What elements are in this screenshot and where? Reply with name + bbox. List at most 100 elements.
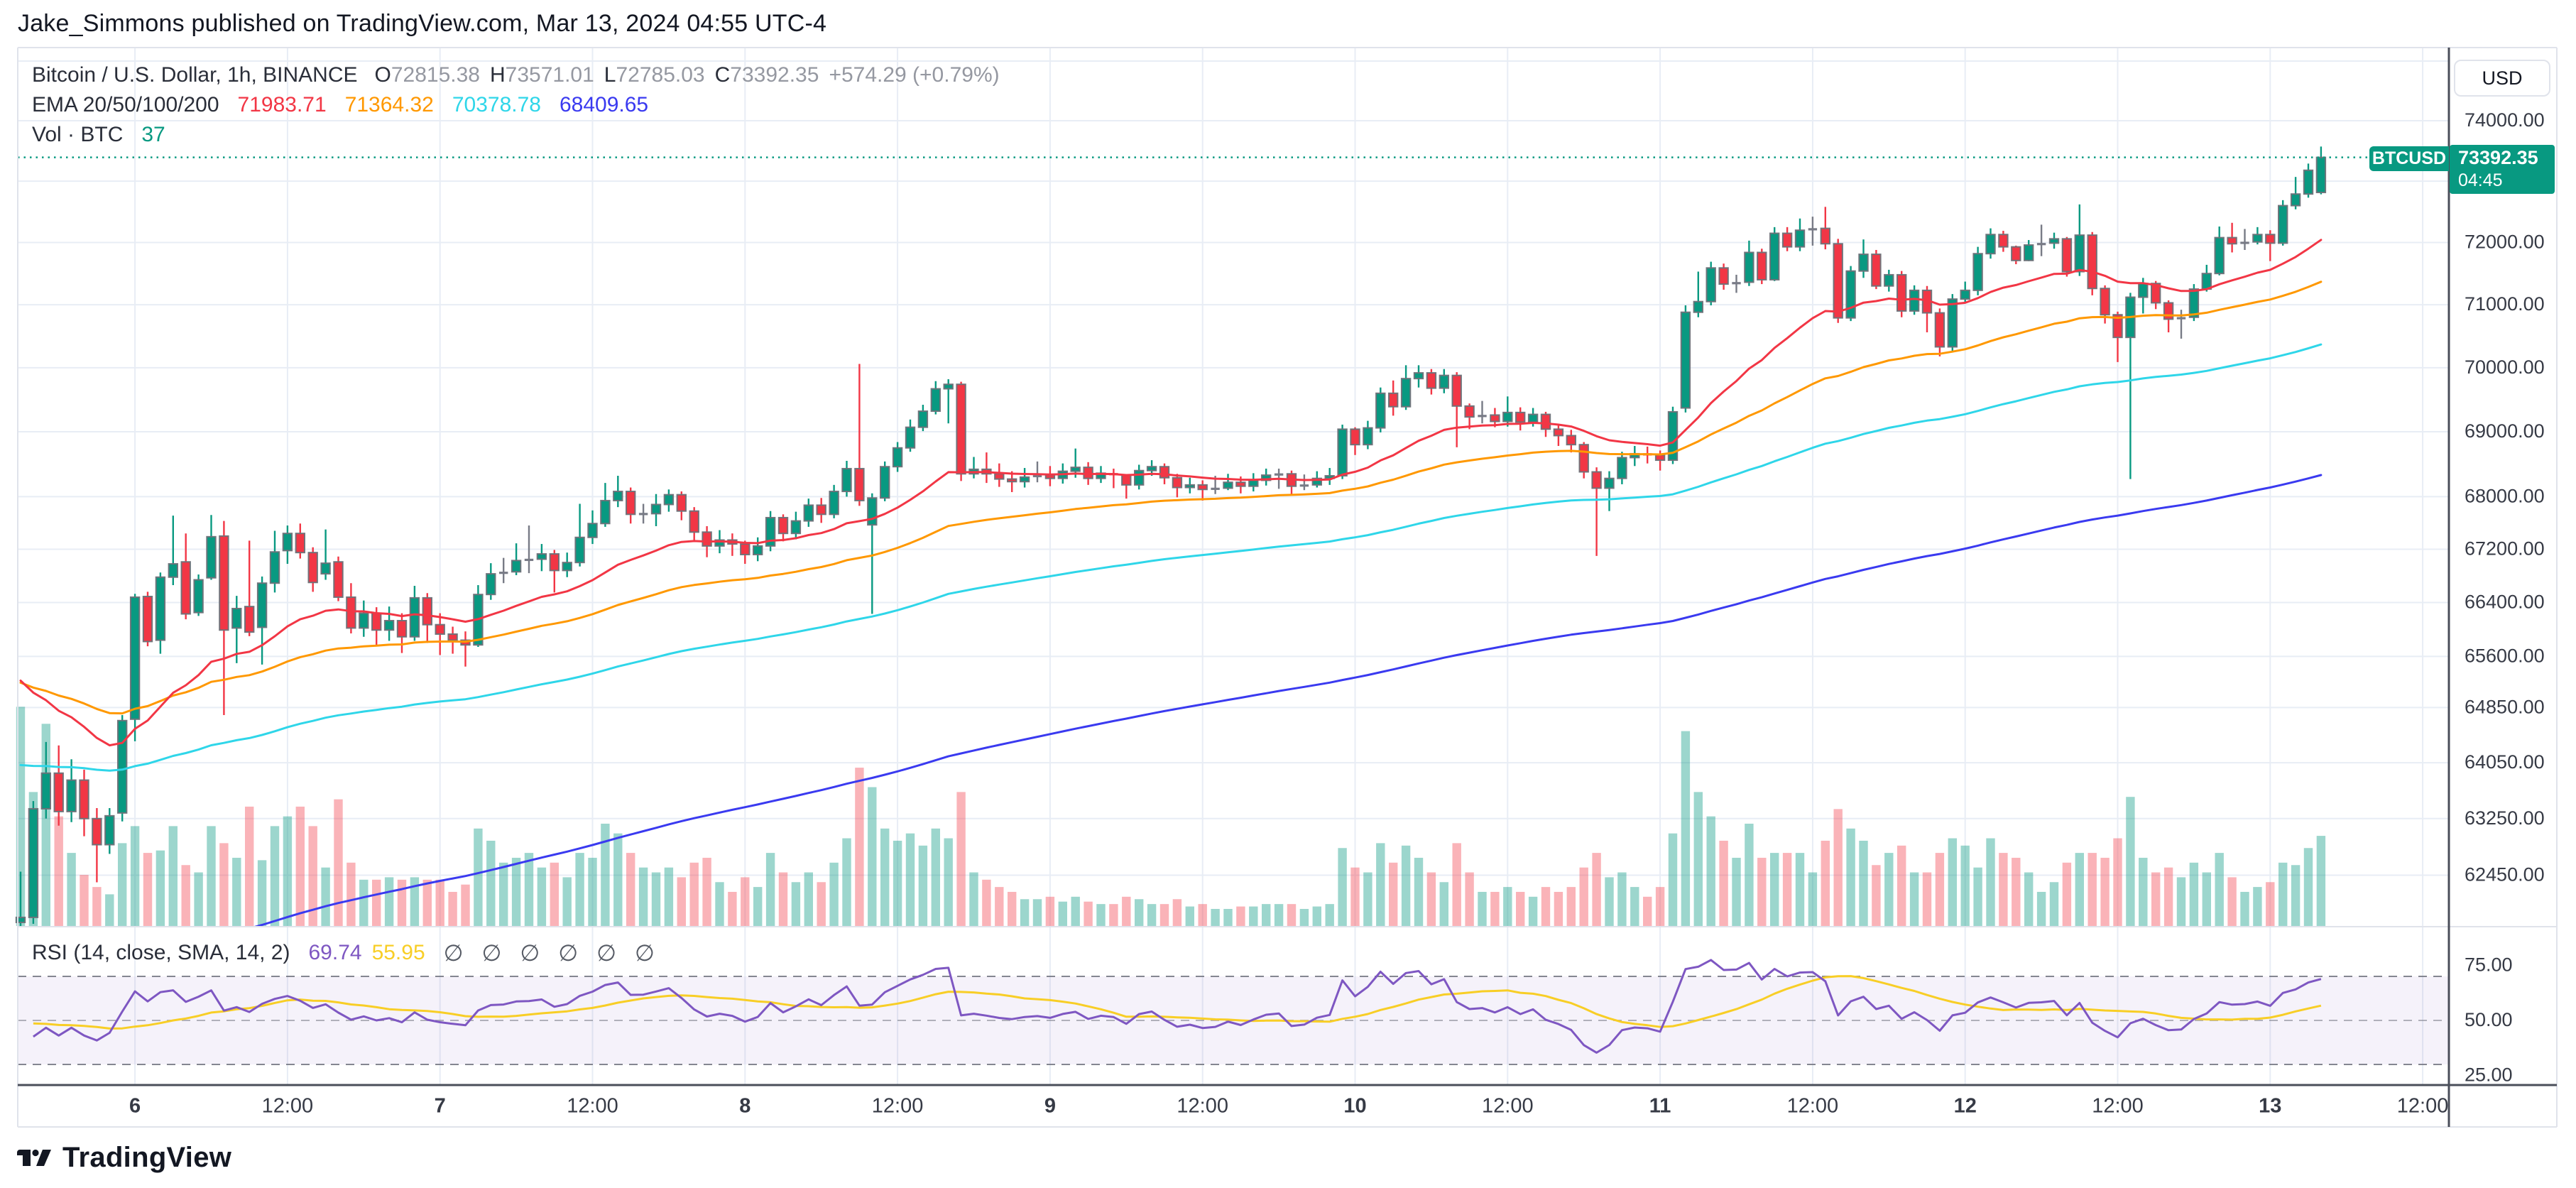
price-axis-label[interactable]: 74000.00: [2465, 109, 2545, 131]
time-axis-label[interactable]: 6: [129, 1095, 141, 1118]
volume-bar: [1236, 906, 1245, 926]
price-axis-label[interactable]: 69000.00: [2465, 420, 2545, 442]
volume-bar: [893, 840, 902, 926]
time-axis-label[interactable]: 7: [435, 1095, 446, 1118]
candle-body: [1884, 273, 1894, 287]
candle-body: [1871, 254, 1882, 287]
candle-body: [2048, 238, 2060, 244]
volume-bar: [804, 872, 813, 926]
candle-body: [816, 504, 826, 516]
candle-body: [1375, 392, 1386, 429]
time-axis-label[interactable]: 12:00: [1177, 1095, 1228, 1118]
time-axis-label[interactable]: 8: [739, 1095, 751, 1118]
price-axis-label[interactable]: 71000.00: [2465, 293, 2545, 315]
time-axis-label[interactable]: 12:00: [567, 1095, 618, 1118]
volume-bar: [1274, 904, 1284, 926]
candle-body: [1781, 232, 1793, 248]
change-value: +574.29 (+0.79%): [829, 63, 1000, 87]
volume-bar: [1389, 862, 1398, 926]
rsi-legend-row[interactable]: RSI (14, close, SMA, 14, 2) 69.74 55.95 …: [32, 938, 655, 968]
candle-body: [333, 561, 344, 598]
volume-bar: [422, 879, 432, 926]
volume-bar: [1465, 872, 1474, 926]
price-axis-label[interactable]: 68000.00: [2465, 486, 2545, 507]
volume-bar: [715, 882, 724, 926]
volume-bar: [1528, 896, 1538, 926]
volume-bar: [791, 882, 801, 926]
legend-volume-row[interactable]: Vol · BTC 37: [32, 120, 1000, 150]
candle-body: [2151, 283, 2161, 304]
rsi-axis-label[interactable]: 25.00: [2465, 1064, 2513, 1086]
time-axis-label[interactable]: 12:00: [262, 1095, 314, 1118]
price-axis-label[interactable]: 72000.00: [2465, 231, 2545, 253]
candle-body: [702, 531, 712, 547]
volume-bar: [956, 792, 966, 926]
time-axis-label[interactable]: 12:00: [1482, 1095, 1534, 1118]
volume-bar: [92, 887, 102, 926]
candle-body: [1400, 378, 1412, 408]
volume-bar: [474, 828, 483, 926]
candle-body: [626, 491, 636, 516]
volume-bar: [143, 853, 153, 926]
volume-bar: [1147, 904, 1157, 926]
time-axis-label[interactable]: 10: [1343, 1095, 1366, 1118]
time-axis-label[interactable]: 12:00: [2092, 1095, 2144, 1118]
volume-bar: [168, 826, 178, 926]
candle-body: [219, 535, 229, 631]
volume-bar: [1757, 857, 1767, 926]
candle-body: [841, 467, 852, 493]
candle-body: [1211, 487, 1220, 490]
volume-bar: [359, 879, 369, 926]
price-axis-label[interactable]: 64050.00: [2465, 751, 2545, 773]
volume-bar: [613, 833, 623, 926]
volume-bar: [1566, 887, 1576, 926]
volume-bar: [702, 857, 711, 926]
time-axis-label[interactable]: 12:00: [1787, 1095, 1839, 1118]
time-axis-label[interactable]: 12:00: [2397, 1095, 2449, 1118]
candle-body: [689, 510, 699, 533]
volume-bar: [155, 850, 165, 926]
volume-bar: [1008, 891, 1017, 926]
rsi-axis-label[interactable]: 50.00: [2465, 1009, 2513, 1030]
volume-bar: [1745, 823, 1754, 926]
time-axis-label[interactable]: 9: [1044, 1095, 1056, 1118]
volume-bar: [2036, 891, 2046, 926]
price-axis-label[interactable]: 62450.00: [2465, 864, 2545, 885]
candle-body: [638, 513, 648, 516]
tradingview-logo[interactable]: TradingView: [17, 1142, 231, 1174]
price-axis-label[interactable]: 64850.00: [2465, 697, 2545, 718]
time-axis-label[interactable]: 12: [1954, 1095, 1977, 1118]
price-axis-label[interactable]: 65600.00: [2465, 645, 2545, 667]
volume-bar: [1490, 891, 1500, 926]
time-axis-label[interactable]: 11: [1649, 1095, 1671, 1118]
volume-bar: [918, 845, 928, 926]
time-axis-label[interactable]: 12:00: [872, 1095, 924, 1118]
rsi-axis-label[interactable]: 75.00: [2465, 954, 2513, 976]
currency-toggle-button[interactable]: USD: [2454, 60, 2550, 97]
time-axis-label[interactable]: 13: [2259, 1095, 2281, 1118]
volume-bar: [1643, 896, 1652, 926]
volume-bar: [2163, 867, 2173, 926]
empty-plot-icon: ∅: [443, 940, 464, 966]
volume-bar: [1211, 908, 1220, 926]
price-axis-label[interactable]: 67200.00: [2465, 538, 2545, 560]
volume-value: 37: [141, 123, 165, 146]
price-axis-label[interactable]: 63250.00: [2465, 807, 2545, 829]
volume-bar: [524, 853, 534, 926]
candle-body: [1909, 289, 1920, 312]
volume-bar: [2266, 882, 2275, 926]
volume-bar: [1884, 853, 1894, 926]
price-axis-label[interactable]: 66400.00: [2465, 592, 2545, 613]
volume-bar: [499, 862, 508, 926]
price-axis-label[interactable]: 70000.00: [2465, 356, 2545, 378]
ema100-value: 70378.78: [452, 93, 541, 116]
candle-body: [2315, 156, 2327, 194]
candle-body: [79, 779, 89, 819]
legend-ema-row[interactable]: EMA 20/50/100/200 71983.71 71364.32 7037…: [32, 90, 1000, 120]
legend-symbol-row[interactable]: Bitcoin / U.S. Dollar, 1h, BINANCE O 7281…: [32, 60, 1000, 90]
volume-bar: [2189, 862, 2199, 926]
candle-body: [1896, 273, 1907, 312]
candle-body: [1808, 228, 1818, 231]
volume-bar: [1299, 908, 1309, 926]
